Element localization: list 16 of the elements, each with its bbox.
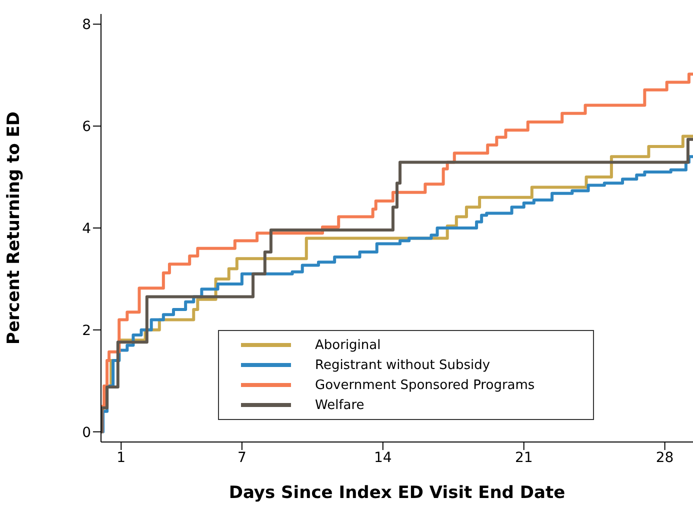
x-tick-label: 21 — [514, 450, 533, 466]
legend-label: Welfare — [315, 398, 364, 412]
x-tick-label: 14 — [374, 450, 392, 466]
y-axis-title: Percent Returning to ED — [4, 112, 24, 344]
legend-label: Government Sponsored Programs — [315, 378, 535, 392]
legend-label: Aboriginal — [315, 338, 381, 352]
y-tick-label: 4 — [82, 220, 92, 237]
x-axis-title: Days Since Index ED Visit End Date — [228, 483, 566, 503]
y-tick-label: 6 — [82, 119, 92, 136]
y-tick-label: 2 — [82, 322, 91, 339]
x-tick-label: 7 — [237, 450, 246, 466]
y-tick-label: 8 — [82, 17, 91, 34]
legend-label: Registrant without Subsidy — [315, 358, 490, 372]
x-tick-label: 28 — [656, 450, 674, 466]
x-tick-label: 1 — [116, 450, 126, 466]
y-tick-label: 0 — [82, 424, 91, 441]
